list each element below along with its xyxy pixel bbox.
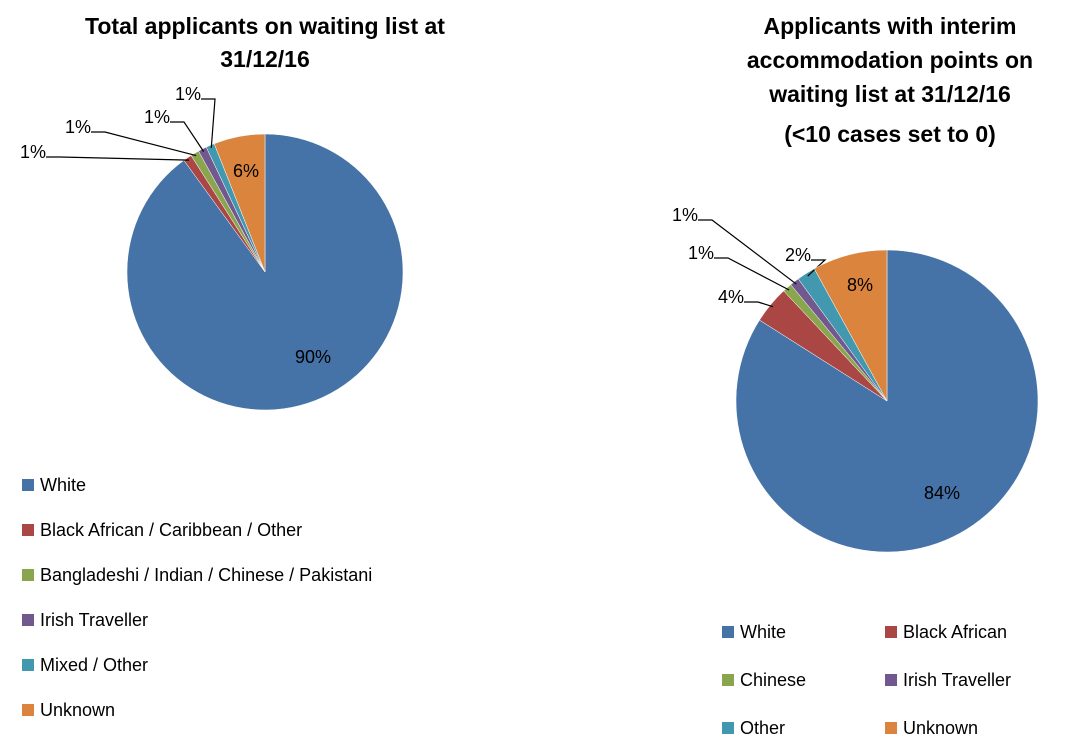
legend-label: Black African (903, 622, 1007, 642)
legend-label: White (740, 622, 786, 642)
leader-line (170, 121, 205, 152)
legend-label: White (40, 475, 86, 495)
data-label: 2% (785, 245, 811, 265)
legend-label: Unknown (40, 700, 115, 720)
legend-swatch (22, 704, 34, 716)
chart-title: waiting list at 31/12/16 (768, 81, 1011, 107)
legend-label: Chinese (740, 670, 806, 690)
data-label: 8% (847, 275, 873, 295)
chart-title: Total applicants on waiting list at (85, 13, 445, 39)
legend-label: Bangladeshi / Indian / Chinese / Pakista… (40, 565, 372, 585)
leader-line (201, 98, 216, 148)
data-label: 1% (175, 84, 201, 104)
legend-swatch (22, 659, 34, 671)
data-label: 84% (924, 483, 960, 503)
leader-line (46, 156, 189, 161)
chart-title: accommodation points on (747, 47, 1033, 73)
legend-swatch (722, 722, 734, 734)
data-label: 1% (688, 243, 714, 263)
data-label: 1% (20, 142, 46, 162)
legend-label: Black African / Caribbean / Other (40, 520, 302, 540)
legend-swatch (22, 524, 34, 536)
chart-title: 31/12/16 (220, 46, 310, 72)
legend-swatch (885, 674, 897, 686)
pie-slice (813, 249, 888, 402)
legend-swatch (885, 722, 897, 734)
data-label: 1% (672, 205, 698, 225)
leader-line (714, 257, 790, 291)
legend-swatch (22, 614, 34, 626)
leader-line (807, 259, 827, 277)
legend-swatch (22, 569, 34, 581)
legend-label: Irish Traveller (40, 610, 148, 630)
data-label: 1% (65, 117, 91, 137)
legend-label: Unknown (903, 718, 978, 738)
legend-swatch (722, 674, 734, 686)
data-label: 4% (718, 287, 744, 307)
legend-label: Irish Traveller (903, 670, 1011, 690)
pie-slice (213, 133, 266, 273)
leader-line (91, 131, 197, 157)
legend-swatch (885, 626, 897, 638)
legend-label: Mixed / Other (40, 655, 148, 675)
legend-label: Other (740, 718, 785, 738)
legend-swatch (22, 479, 34, 491)
data-label: 90% (295, 347, 331, 367)
data-label: 1% (144, 107, 170, 127)
chart-title: (<10 cases set to 0) (784, 121, 996, 147)
data-label: 6% (233, 161, 259, 181)
legend-swatch (722, 626, 734, 638)
leader-line (698, 219, 797, 285)
leader-line (744, 301, 774, 308)
chart-title: Applicants with interim (763, 13, 1016, 39)
